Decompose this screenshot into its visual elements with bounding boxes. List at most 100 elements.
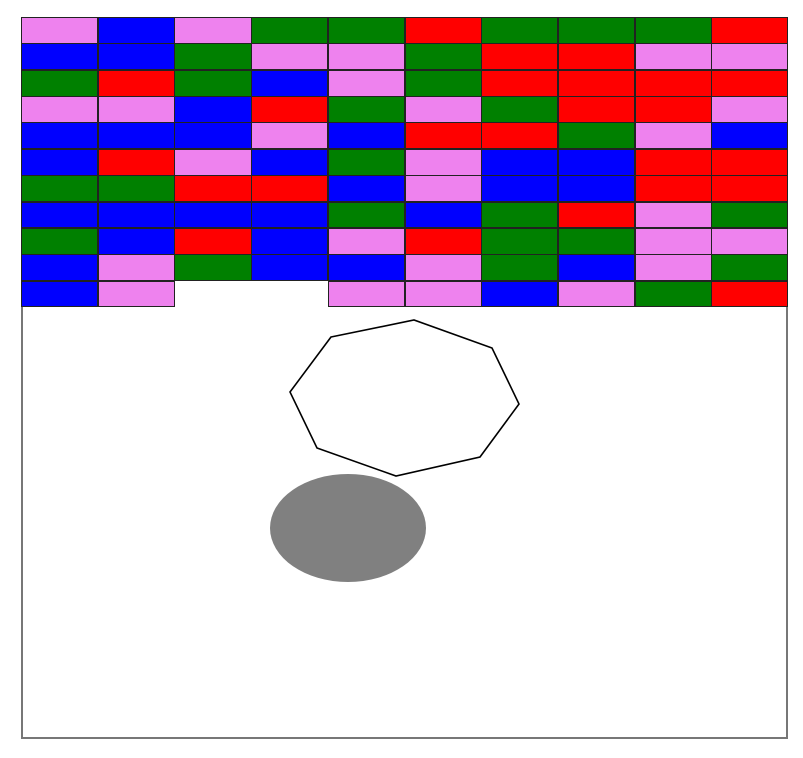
brick-blue bbox=[174, 96, 252, 123]
brick-green bbox=[327, 201, 405, 229]
brick-pink bbox=[711, 43, 789, 71]
brick-green bbox=[711, 201, 789, 229]
brick-red bbox=[481, 122, 559, 150]
brick-green bbox=[327, 96, 405, 123]
brick-blue bbox=[251, 148, 329, 176]
brick-blue bbox=[481, 175, 559, 203]
brick-blue bbox=[481, 280, 559, 308]
brick-green bbox=[481, 17, 559, 44]
brick-blue bbox=[97, 201, 175, 229]
brick-pink bbox=[711, 227, 789, 255]
brick-pink bbox=[327, 280, 405, 308]
brick-pink bbox=[711, 96, 789, 123]
brick-green bbox=[327, 148, 405, 176]
brick-red bbox=[174, 175, 252, 203]
brick-green bbox=[711, 254, 789, 282]
brick-pink bbox=[404, 96, 482, 123]
brick-blue bbox=[251, 227, 329, 255]
brick-blue bbox=[404, 201, 482, 229]
brick-pink bbox=[404, 175, 482, 203]
brick-green bbox=[21, 69, 99, 97]
brick-pink bbox=[634, 254, 712, 282]
brick-blue bbox=[251, 201, 329, 229]
brick-green bbox=[327, 17, 405, 44]
brick-blue bbox=[174, 122, 252, 150]
brick-pink bbox=[634, 122, 712, 150]
brick-pink bbox=[404, 254, 482, 282]
brick-blue bbox=[21, 148, 99, 176]
brick-wall bbox=[21, 17, 789, 308]
brick-red bbox=[711, 69, 789, 97]
brick-green bbox=[634, 17, 712, 44]
brick-red bbox=[557, 69, 636, 97]
brick-pink bbox=[21, 96, 99, 123]
brick-green bbox=[174, 43, 252, 71]
brick-blue bbox=[481, 148, 559, 176]
brick-green bbox=[481, 201, 559, 229]
brick-red bbox=[634, 69, 712, 97]
brick-green bbox=[174, 254, 252, 282]
brick-blue bbox=[327, 254, 405, 282]
brick-blue bbox=[557, 254, 636, 282]
brick-green bbox=[557, 17, 636, 44]
brick-blue bbox=[327, 175, 405, 203]
brick-pink bbox=[174, 148, 252, 176]
brick-red bbox=[174, 227, 252, 255]
brick-blue bbox=[21, 122, 99, 150]
brick-blue bbox=[21, 280, 99, 308]
brick-red bbox=[557, 201, 636, 229]
brick-pink bbox=[327, 69, 405, 97]
brick-blue bbox=[97, 43, 175, 71]
brick-pink bbox=[557, 280, 636, 308]
brick-pink bbox=[97, 96, 175, 123]
brick-green bbox=[251, 17, 329, 44]
brick-green bbox=[557, 227, 636, 255]
brick-green bbox=[481, 96, 559, 123]
brick-pink bbox=[21, 17, 99, 44]
brick-pink bbox=[174, 17, 252, 44]
brick-blue bbox=[557, 175, 636, 203]
brick-blue bbox=[251, 254, 329, 282]
brick-red bbox=[634, 148, 712, 176]
brick-pink bbox=[97, 254, 175, 282]
brick-pink bbox=[404, 280, 482, 308]
brick-blue bbox=[97, 122, 175, 150]
brick-pink bbox=[251, 43, 329, 71]
brick-green bbox=[21, 175, 99, 203]
brick-red bbox=[481, 43, 559, 71]
brick-red bbox=[97, 148, 175, 176]
brick-green bbox=[404, 43, 482, 71]
brick-pink bbox=[251, 122, 329, 150]
brick-pink bbox=[634, 201, 712, 229]
brick-blue bbox=[21, 43, 99, 71]
brick-blue bbox=[97, 227, 175, 255]
brick-red bbox=[634, 175, 712, 203]
brick-red bbox=[251, 96, 329, 123]
brick-pink bbox=[634, 227, 712, 255]
brick-red bbox=[711, 148, 789, 176]
brick-green bbox=[557, 122, 636, 150]
brick-green bbox=[634, 280, 712, 308]
brick-blue bbox=[327, 122, 405, 150]
brick-blue bbox=[174, 201, 252, 229]
brick-red bbox=[557, 43, 636, 71]
brick-blue bbox=[21, 254, 99, 282]
brick-pink bbox=[97, 280, 175, 308]
brick-red bbox=[97, 69, 175, 97]
brick-green bbox=[21, 227, 99, 255]
brick-blue bbox=[251, 69, 329, 97]
brick-red bbox=[251, 175, 329, 203]
brick-red bbox=[634, 96, 712, 123]
brick-red bbox=[711, 280, 789, 308]
brick-red bbox=[711, 175, 789, 203]
brick-green bbox=[97, 175, 175, 203]
brick-blue bbox=[21, 201, 99, 229]
brick-blue bbox=[97, 17, 175, 44]
brick-green bbox=[481, 227, 559, 255]
brick-red bbox=[404, 122, 482, 150]
brick-red bbox=[481, 69, 559, 97]
brick-pink bbox=[327, 43, 405, 71]
brick-green bbox=[481, 254, 559, 282]
brick-pink bbox=[404, 148, 482, 176]
brick-blue bbox=[557, 148, 636, 176]
